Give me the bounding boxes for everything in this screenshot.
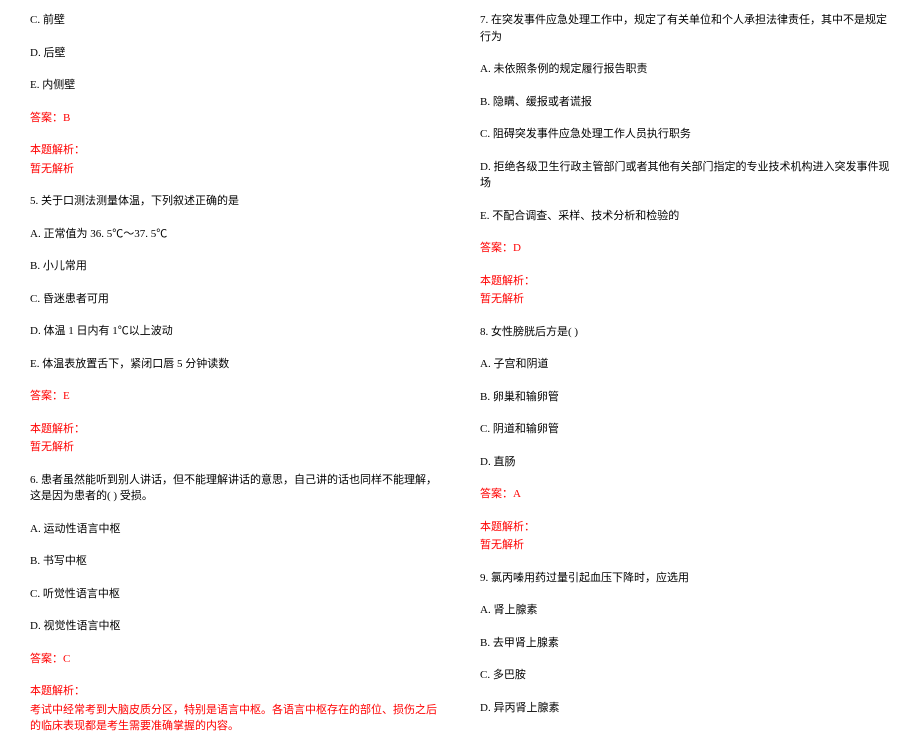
right-column: 7. 在突发事件应急处理工作中，规定了有关单位和个人承担法律责任，其中不是规定行… — [480, 12, 890, 639]
q4-option-e: E. 内侧壁 — [30, 77, 440, 94]
q6-answer: 答案：C — [30, 651, 440, 668]
q5-option-c: C. 昏迷患者可用 — [30, 291, 440, 308]
q7-option-e: E. 不配合调查、采样、技术分析和检验的 — [480, 208, 890, 225]
q5-option-e: E. 体温表放置舌下，紧闭口唇 5 分钟读数 — [30, 356, 440, 373]
q8-stem: 8. 女性膀胱后方是( ) — [480, 324, 890, 341]
q4-analysis-label: 本题解析： — [30, 142, 440, 159]
q7-option-a: A. 未依照条例的规定履行报告职责 — [480, 61, 890, 78]
q7-option-d: D. 拒绝各级卫生行政主管部门或者其他有关部门指定的专业技术机构进入突发事件现场 — [480, 159, 890, 192]
q5-answer: 答案：E — [30, 388, 440, 405]
q7-option-b: B. 隐瞒、缓报或者谎报 — [480, 94, 890, 111]
q7-option-c: C. 阻碍突发事件应急处理工作人员执行职务 — [480, 126, 890, 143]
q8-option-d: D. 直肠 — [480, 454, 890, 471]
q7-analysis-label: 本题解析： — [480, 273, 890, 290]
q7-analysis-text: 暂无解析 — [480, 291, 890, 308]
q5-option-b: B. 小儿常用 — [30, 258, 440, 275]
q6-option-d: D. 视觉性语言中枢 — [30, 618, 440, 635]
q5-option-d: D. 体温 1 日内有 1℃以上波动 — [30, 323, 440, 340]
q8-option-c: C. 阴道和输卵管 — [480, 421, 890, 438]
q6-option-a: A. 运动性语言中枢 — [30, 521, 440, 538]
q4-answer: 答案：B — [30, 110, 440, 127]
q6-stem: 6. 患者虽然能听到别人讲话，但不能理解讲话的意思，自己讲的话也同样不能理解，这… — [30, 472, 440, 505]
q8-option-b: B. 卵巢和输卵管 — [480, 389, 890, 406]
q7-answer: 答案：D — [480, 240, 890, 257]
q9-stem: 9. 氯丙嗪用药过量引起血压下降时，应选用 — [480, 570, 890, 587]
q8-analysis-text: 暂无解析 — [480, 537, 890, 554]
q9-option-b: B. 去甲肾上腺素 — [480, 635, 890, 652]
left-column: C. 前壁 D. 后壁 E. 内侧壁 答案：B 本题解析： 暂无解析 5. 关于… — [30, 12, 440, 639]
q4-option-d: D. 后壁 — [30, 45, 440, 62]
q6-option-c: C. 听觉性语言中枢 — [30, 586, 440, 603]
q8-option-a: A. 子宫和阴道 — [480, 356, 890, 373]
q5-analysis-label: 本题解析： — [30, 421, 440, 438]
q6-option-b: B. 书写中枢 — [30, 553, 440, 570]
q9-option-c: C. 多巴胺 — [480, 667, 890, 684]
q5-analysis-text: 暂无解析 — [30, 439, 440, 456]
q8-answer: 答案：A — [480, 486, 890, 503]
q4-option-c: C. 前壁 — [30, 12, 440, 29]
q8-analysis-label: 本题解析： — [480, 519, 890, 536]
q9-option-a: A. 肾上腺素 — [480, 602, 890, 619]
q6-analysis-label: 本题解析： — [30, 683, 440, 700]
q5-option-a: A. 正常值为 36. 5℃～37. 5℃ — [30, 226, 440, 243]
q7-stem: 7. 在突发事件应急处理工作中，规定了有关单位和个人承担法律责任，其中不是规定行… — [480, 12, 890, 45]
q9-option-d: D. 异丙肾上腺素 — [480, 700, 890, 717]
q6-analysis-text: 考试中经常考到大脑皮质分区，特别是语言中枢。各语言中枢存在的部位、损伤之后的临床… — [30, 702, 440, 735]
q4-analysis-text: 暂无解析 — [30, 161, 440, 178]
q5-stem: 5. 关于口测法测量体温，下列叙述正确的是 — [30, 193, 440, 210]
